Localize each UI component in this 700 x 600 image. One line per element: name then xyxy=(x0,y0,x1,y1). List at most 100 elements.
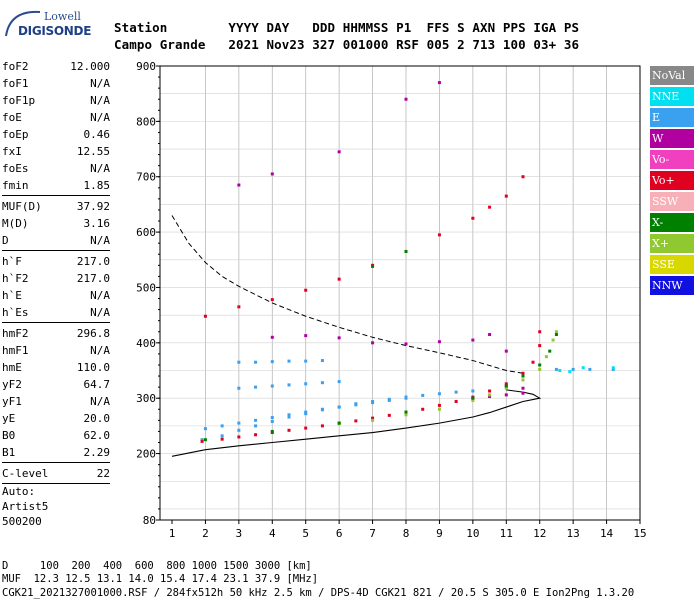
legend-item: NoVal xyxy=(650,66,694,85)
data-point xyxy=(488,389,492,393)
param-name: foF1p xyxy=(2,94,36,107)
param-row: foEp 0.46 xyxy=(2,126,110,143)
data-point xyxy=(504,194,508,198)
data-point xyxy=(371,418,375,422)
data-point xyxy=(371,416,375,420)
data-point xyxy=(320,359,324,363)
data-point xyxy=(270,298,274,302)
legend-item: Vo+ xyxy=(650,171,694,190)
param-divider xyxy=(2,195,110,196)
data-point xyxy=(270,419,274,423)
data-point xyxy=(521,374,525,378)
data-point xyxy=(203,427,207,431)
param-name: hmF1 xyxy=(2,344,29,357)
data-point xyxy=(404,249,408,253)
data-point xyxy=(471,216,475,220)
x-tick-label: 8 xyxy=(403,527,410,540)
param-value: 22 xyxy=(96,467,110,480)
data-point xyxy=(337,380,341,384)
legend-item: E xyxy=(650,108,694,127)
x-tick-label: 5 xyxy=(302,527,309,540)
data-point xyxy=(287,383,291,387)
param-value: 0.46 xyxy=(83,128,111,141)
data-point xyxy=(488,393,492,397)
x-tick-label: 14 xyxy=(600,527,614,540)
param-name: h`E xyxy=(2,289,22,302)
data-point xyxy=(471,389,475,393)
param-value: 62.0 xyxy=(83,429,111,442)
param-name: hmE xyxy=(2,361,22,374)
param-row: MUF(D) 37.92 xyxy=(2,198,110,215)
data-point xyxy=(304,359,308,363)
param-name: foE xyxy=(2,111,22,124)
x-tick-label: 7 xyxy=(369,527,376,540)
data-point xyxy=(220,424,224,428)
param-value: 217.0 xyxy=(76,255,110,268)
param-row: foF1p N/A xyxy=(2,92,110,109)
data-point xyxy=(521,378,525,382)
param-row: fmin 1.85 xyxy=(2,177,110,194)
param-name: h`F xyxy=(2,255,22,268)
y-tick-label: 80 xyxy=(143,514,156,527)
data-point xyxy=(404,342,408,346)
data-point xyxy=(287,415,291,419)
data-point xyxy=(237,305,241,309)
param-value: 3.16 xyxy=(83,217,111,230)
y-tick-label: 400 xyxy=(136,337,156,350)
x-tick-label: 6 xyxy=(336,527,343,540)
param-name: yE xyxy=(2,412,16,425)
data-point xyxy=(387,398,391,402)
param-name: fmin xyxy=(2,179,29,192)
x-tick-label: 11 xyxy=(500,527,513,540)
data-point xyxy=(437,403,441,407)
data-point xyxy=(504,384,508,388)
data-point xyxy=(558,369,562,373)
data-point xyxy=(203,438,207,442)
y-tick-label: 700 xyxy=(136,171,156,184)
data-point xyxy=(237,428,241,432)
data-point xyxy=(237,421,241,425)
param-value: N/A xyxy=(90,395,110,408)
data-point xyxy=(437,407,441,411)
polarization-legend: NoVal NNE E W Vo- Vo+ SSW X- X+ SSE NNW xyxy=(650,66,694,297)
data-point xyxy=(454,390,458,394)
chart-points xyxy=(200,81,615,443)
data-point xyxy=(254,433,258,437)
data-point xyxy=(538,363,542,367)
auto-label: Auto: xyxy=(2,485,36,498)
param-row: foF2 12.000 xyxy=(2,58,110,75)
data-point xyxy=(471,338,475,342)
data-point xyxy=(320,424,324,428)
logo-swoosh-icon xyxy=(5,10,41,37)
param-row: yF1 N/A xyxy=(2,393,110,410)
legend-item: X- xyxy=(650,213,694,232)
param-row: D N/A xyxy=(2,232,110,249)
data-point xyxy=(287,359,291,363)
footer-distance-row: D 100 200 400 600 800 1000 1500 3000 [km… xyxy=(2,560,312,572)
param-value: 2.29 xyxy=(83,446,111,459)
data-point xyxy=(437,81,441,85)
chart-tick-labels: 1 2 3 4 5 6 7 8 9 10 11 12 13 14 158020030040050060070… xyxy=(136,60,647,540)
auto-version: 500200 xyxy=(2,515,42,528)
data-point xyxy=(488,395,492,399)
param-name: foF1 xyxy=(2,77,29,90)
data-point xyxy=(471,398,475,402)
data-point xyxy=(304,410,308,414)
data-point xyxy=(287,413,291,417)
data-point xyxy=(337,421,341,425)
data-point xyxy=(568,370,572,374)
param-value: 110.0 xyxy=(76,361,110,374)
param-row: foEs N/A xyxy=(2,160,110,177)
data-point xyxy=(304,382,308,386)
param-value: 20.0 xyxy=(83,412,111,425)
param-value: 217.0 xyxy=(76,272,110,285)
data-point xyxy=(254,418,258,422)
legend-item: X+ xyxy=(650,234,694,253)
data-point xyxy=(287,428,291,432)
data-point xyxy=(611,366,615,370)
legend-item: SSW xyxy=(650,192,694,211)
data-point xyxy=(488,205,492,209)
data-point xyxy=(437,392,441,396)
footer-file-info: CGK21_2021327001000.RSF / 284fx512h 50 k… xyxy=(2,587,635,599)
